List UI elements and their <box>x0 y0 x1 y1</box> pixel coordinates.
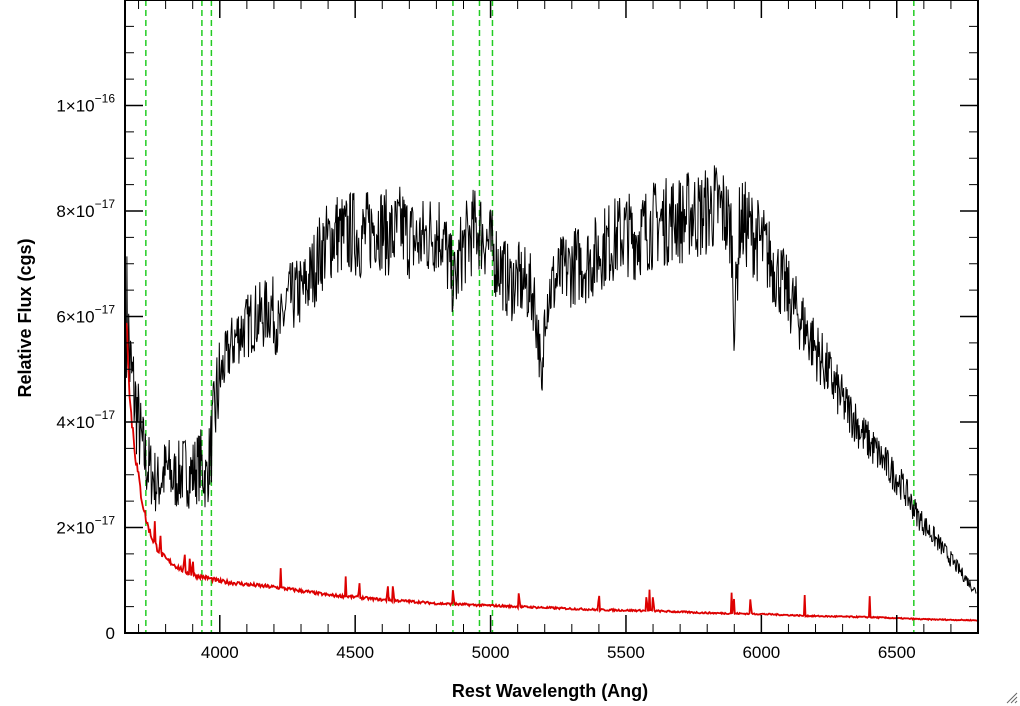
axes-layer <box>124 0 979 634</box>
series-layer <box>125 165 979 622</box>
x-tick-label: 6500 <box>878 643 916 662</box>
x-tick-label: 6000 <box>742 643 780 662</box>
y-tick-label: 1×10−16 <box>56 92 115 116</box>
model-spectrum-line <box>125 322 979 622</box>
reference-lines <box>145 0 915 633</box>
y-tick-label: 2×10−17 <box>56 514 115 538</box>
x-tick-label: 5000 <box>472 643 510 662</box>
y-axis-label: Relative Flux (cgs) <box>15 238 35 397</box>
resize-grip-icon[interactable] <box>1004 690 1018 704</box>
x-tick-label: 4500 <box>336 643 374 662</box>
y-tick-labels: 0 2×10−17 4×10−17 6×10−17 8×10−17 1×10−16 <box>56 92 115 644</box>
y-tick-label: 4×10−17 <box>56 408 115 432</box>
y-tick-label: 0 <box>106 624 115 643</box>
x-tick-label: 5500 <box>607 643 645 662</box>
y-tick-label: 8×10−17 <box>56 197 115 221</box>
x-tick-label: 4000 <box>201 643 239 662</box>
observed-spectrum-line <box>125 165 977 594</box>
x-tick-labels: 4000 4500 5000 5500 6000 6500 <box>201 643 916 662</box>
y-tick-label: 6×10−17 <box>56 303 115 327</box>
x-axis-label: Rest Wavelength (Ang) <box>452 681 648 701</box>
plot-frame <box>124 0 979 634</box>
